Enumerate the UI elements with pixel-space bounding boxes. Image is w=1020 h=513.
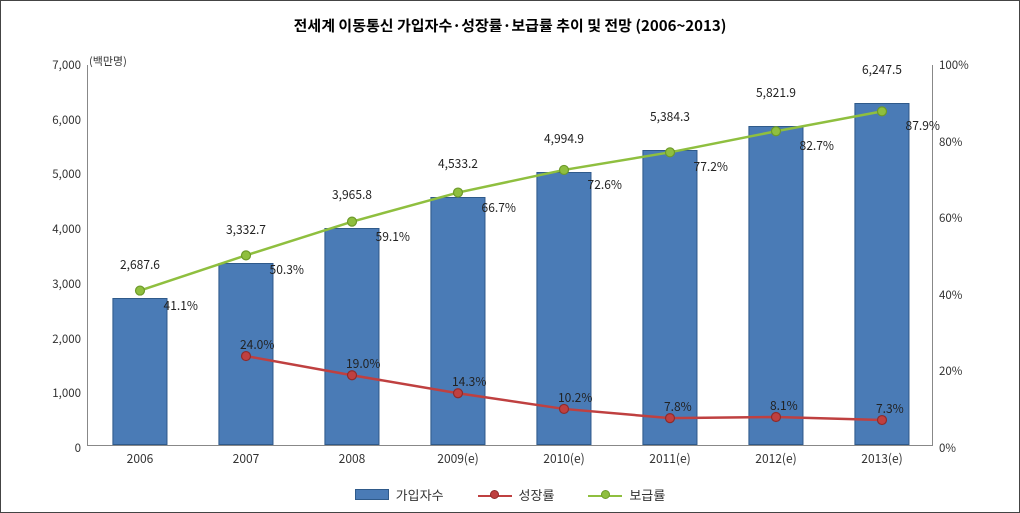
penetration-marker bbox=[772, 127, 781, 136]
penetration-marker bbox=[878, 107, 887, 116]
x-tick: 2011(e) bbox=[649, 450, 690, 467]
penetration-marker bbox=[666, 148, 675, 157]
legend: 가입자수 성장률 보급률 bbox=[1, 485, 1019, 504]
right-tick: 80% bbox=[939, 134, 962, 150]
penetration-marker bbox=[348, 217, 357, 226]
legend-swatch-line bbox=[478, 489, 512, 501]
plot-area: 2,687.63,332.73,965.84,533.24,994.95,384… bbox=[87, 65, 933, 446]
legend-swatch-line bbox=[588, 489, 622, 501]
left-tick: 2,000 bbox=[52, 331, 81, 347]
growth-label: 8.1% bbox=[770, 397, 798, 414]
growth-label: 7.3% bbox=[876, 400, 904, 417]
x-tick: 2012(e) bbox=[755, 450, 796, 467]
penetration-marker bbox=[454, 188, 463, 197]
legend-label: 가입자수 bbox=[396, 485, 444, 504]
penetration-label: 66.7% bbox=[482, 199, 516, 216]
left-tick: 4,000 bbox=[52, 221, 81, 237]
left-tick: 7,000 bbox=[52, 57, 81, 73]
left-tick: 3,000 bbox=[52, 276, 81, 292]
penetration-label: 77.2% bbox=[694, 158, 728, 175]
right-tick: 40% bbox=[939, 287, 962, 303]
growth-label: 14.3% bbox=[452, 373, 486, 390]
chart-title: 전세계 이동통신 가입자수·성장률·보급률 추이 및 전망 (2006~2013… bbox=[1, 15, 1019, 36]
growth-label: 10.2% bbox=[558, 389, 592, 406]
left-tick: 1,000 bbox=[52, 385, 81, 401]
legend-label: 보급률 bbox=[629, 485, 665, 504]
right-tick: 20% bbox=[939, 363, 962, 379]
right-tick: 0% bbox=[939, 440, 956, 456]
left-tick: 6,000 bbox=[52, 112, 81, 128]
right-tick: 100% bbox=[939, 57, 969, 73]
penetration-label: 87.9% bbox=[906, 117, 940, 134]
penetration-label: 41.1% bbox=[164, 297, 198, 314]
x-tick: 2007 bbox=[233, 450, 260, 467]
legend-swatch-bar bbox=[355, 489, 389, 500]
legend-item-penetration: 보급률 bbox=[588, 485, 665, 504]
growth-label: 19.0% bbox=[346, 355, 380, 372]
mobile-subscribers-chart: 전세계 이동통신 가입자수·성장률·보급률 추이 및 전망 (2006~2013… bbox=[1, 1, 1019, 512]
penetration-label: 50.3% bbox=[270, 261, 304, 278]
lines-layer bbox=[87, 65, 933, 445]
growth-label: 7.8% bbox=[664, 398, 692, 415]
right-tick: 60% bbox=[939, 210, 962, 226]
x-tick: 2010(e) bbox=[543, 450, 584, 467]
penetration-label: 59.1% bbox=[376, 228, 410, 245]
growth-label: 24.0% bbox=[240, 336, 274, 353]
x-axis-labels: 2006 2007 2008 2009(e) 2010(e) 2011(e) 2012(e)… bbox=[87, 450, 933, 470]
legend-item-subscribers: 가입자수 bbox=[355, 485, 444, 504]
x-tick: 2013(e) bbox=[861, 450, 902, 467]
legend-label: 성장률 bbox=[519, 485, 555, 504]
penetration-label: 82.7% bbox=[800, 137, 834, 154]
penetration-marker bbox=[136, 286, 145, 295]
x-tick: 2008 bbox=[339, 450, 366, 467]
x-tick: 2006 bbox=[127, 450, 154, 467]
penetration-label: 72.6% bbox=[588, 176, 622, 193]
x-tick: 2009(e) bbox=[437, 450, 478, 467]
left-tick: 0 bbox=[75, 440, 81, 456]
legend-item-growth: 성장률 bbox=[478, 485, 555, 504]
left-tick: 5,000 bbox=[52, 166, 81, 182]
penetration-marker bbox=[560, 165, 569, 174]
penetration-marker bbox=[242, 251, 251, 260]
